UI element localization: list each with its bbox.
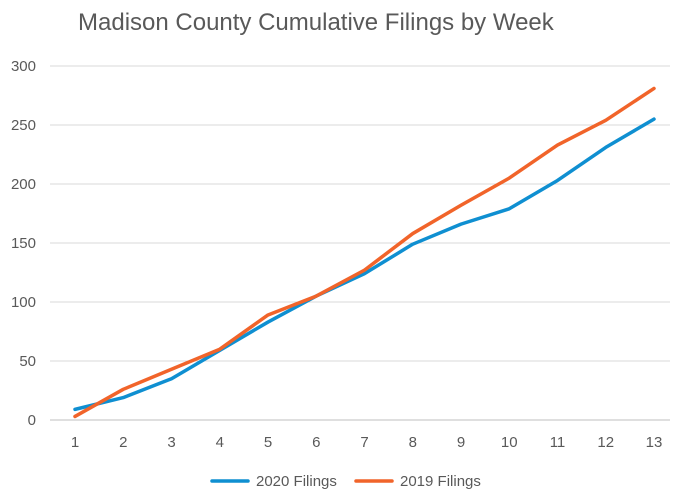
y-tick-label: 200 (11, 176, 36, 193)
y-tick-label: 150 (11, 235, 36, 252)
series-line-2019-filings (73, 86, 656, 419)
legend-label: 2020 Filings (256, 473, 337, 490)
x-tick-label: 3 (167, 434, 175, 451)
series-line-2020-filings (73, 117, 656, 412)
y-tick-label: 250 (11, 117, 36, 134)
y-tick-label: 100 (11, 294, 36, 311)
y-tick-label: 0 (28, 412, 36, 429)
x-tick-label: 11 (550, 434, 566, 451)
x-tick-label: 7 (360, 434, 368, 451)
x-tick-label: 8 (409, 434, 417, 451)
x-tick-label: 9 (457, 434, 465, 451)
x-tick-label: 5 (264, 434, 272, 451)
x-tick-label: 10 (501, 434, 518, 451)
x-tick-label: 2 (119, 434, 127, 451)
x-tick-label: 13 (646, 434, 663, 451)
x-tick-label: 12 (597, 434, 614, 451)
x-tick-label: 4 (216, 434, 224, 451)
legend-label: 2019 Filings (400, 473, 481, 490)
x-tick-label: 6 (312, 434, 320, 451)
y-tick-label: 50 (19, 353, 36, 370)
y-tick-label: 300 (11, 58, 36, 75)
chart-title: Madison County Cumulative Filings by Wee… (78, 9, 554, 36)
x-tick-label: 1 (71, 434, 79, 451)
